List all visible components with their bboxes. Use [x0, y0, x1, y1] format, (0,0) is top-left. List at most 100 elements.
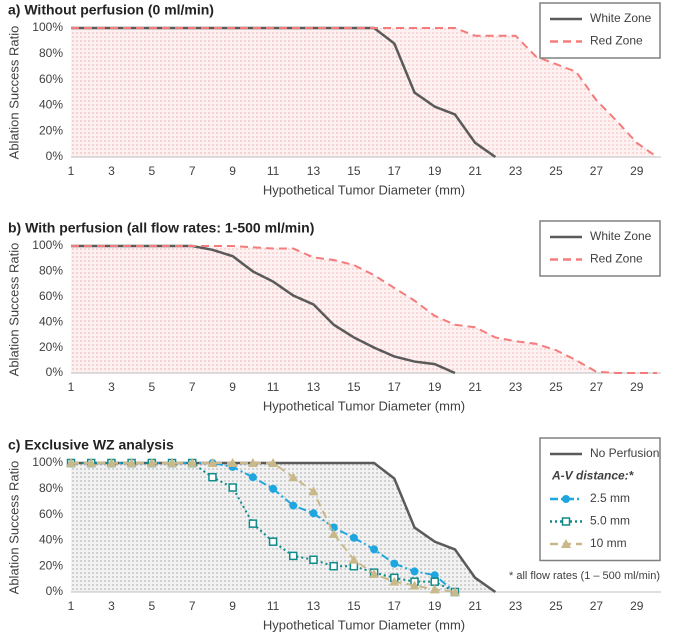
legend-label: Red Zone	[590, 252, 643, 266]
x-tick-label: 25	[549, 164, 563, 178]
x-tick-label: 7	[189, 380, 196, 394]
area	[71, 463, 496, 592]
legend-label: Red Zone	[590, 34, 643, 48]
y-tick-label: 60%	[39, 72, 63, 86]
marker	[449, 587, 460, 596]
marker	[289, 501, 298, 510]
x-tick-label: 13	[307, 380, 321, 394]
x-tick-label: 5	[148, 380, 155, 394]
legend-label: White Zone	[590, 229, 652, 243]
marker	[289, 551, 298, 561]
y-tick-label: 100%	[32, 238, 63, 252]
x-tick-label: 19	[428, 380, 442, 394]
x-tick-label: 17	[388, 380, 402, 394]
marker	[269, 484, 278, 493]
y-tick-label: 0%	[46, 149, 64, 163]
x-tick-label: 23	[509, 380, 523, 394]
x-tick-label: 29	[630, 599, 644, 613]
marker	[309, 509, 318, 518]
y-tick-label: 0%	[46, 584, 64, 598]
y-tick-label: 0%	[46, 365, 64, 379]
x-axis-label: Hypothetical Tumor Diameter (mm)	[263, 398, 465, 413]
y-tick-label: 20%	[39, 340, 63, 354]
x-tick-label: 13	[307, 164, 321, 178]
marker	[126, 458, 137, 467]
annotation: * all flow rates (1 – 500 ml/min)	[509, 570, 660, 582]
marker	[167, 458, 178, 467]
x-tick-label: 1	[68, 599, 75, 613]
x-tick-label: 29	[630, 164, 644, 178]
marker	[410, 567, 419, 576]
marker	[430, 571, 439, 580]
marker	[329, 561, 338, 571]
legend-marker	[561, 517, 571, 526]
marker	[309, 555, 318, 564]
y-tick-label: 40%	[39, 533, 63, 547]
x-tick-label: 21	[468, 164, 482, 178]
marker	[187, 458, 198, 467]
marker	[369, 568, 380, 578]
legend-box	[539, 2, 661, 59]
x-tick-label: 19	[428, 164, 442, 178]
marker	[248, 473, 257, 482]
y-tick-label: 100%	[32, 455, 63, 469]
x-tick-label: 27	[590, 164, 604, 178]
legend-box	[539, 220, 661, 277]
legend-label: 10 mm	[590, 536, 627, 550]
x-tick-label: 3	[108, 380, 115, 394]
x-tick-label: 23	[509, 599, 523, 613]
marker	[86, 458, 97, 467]
y-tick-label: 80%	[39, 46, 63, 60]
x-axis-label: Hypothetical Tumor Diameter (mm)	[263, 617, 465, 632]
x-tick-label: 15	[347, 164, 361, 178]
marker	[227, 458, 238, 467]
marker	[288, 472, 299, 482]
x-tick-label: 9	[229, 380, 236, 394]
y-tick-label: 60%	[39, 507, 63, 521]
marker	[308, 486, 319, 496]
x-tick-label: 9	[229, 164, 236, 178]
legend-box	[539, 437, 661, 562]
x-tick-label: 11	[267, 164, 280, 178]
x-tick-label: 27	[590, 599, 604, 613]
marker	[409, 580, 420, 590]
marker	[268, 537, 278, 546]
x-tick-label: 5	[148, 164, 155, 178]
chart-title: a) Without perfusion (0 ml/min)	[8, 2, 214, 18]
x-tick-label: 11	[267, 380, 280, 394]
x-tick-label: 15	[347, 380, 361, 394]
series-line	[71, 27, 658, 158]
y-tick-label: 40%	[39, 98, 63, 112]
x-tick-label: 21	[468, 599, 482, 613]
marker	[430, 577, 439, 586]
y-axis-label: Ablation Success Ratio	[6, 461, 21, 595]
y-tick-label: 20%	[39, 558, 63, 572]
marker	[146, 458, 157, 467]
x-tick-label: 17	[388, 164, 402, 178]
marker	[349, 533, 358, 542]
legend-label: No Perfusion	[590, 446, 659, 460]
marker	[429, 584, 440, 594]
chart-title: b) With perfusion (all flow rates: 1-500…	[8, 220, 314, 236]
marker	[208, 472, 217, 482]
y-tick-label: 20%	[39, 123, 63, 137]
x-tick-label: 11	[267, 599, 280, 613]
legend-marker	[562, 495, 570, 503]
marker	[268, 458, 279, 467]
x-tick-label: 27	[590, 380, 604, 394]
x-tick-label: 29	[630, 380, 644, 394]
marker	[328, 528, 339, 538]
x-tick-label: 23	[509, 164, 523, 178]
area	[71, 28, 657, 157]
legend-label: White Zone	[590, 11, 652, 25]
x-tick-label: 1	[68, 380, 75, 394]
series-line	[71, 462, 456, 593]
series-line	[71, 245, 657, 374]
x-tick-label: 13	[307, 599, 321, 613]
y-tick-label: 60%	[39, 289, 63, 303]
y-axis-label: Ablation Success Ratio	[6, 26, 21, 160]
x-tick-label: 17	[388, 599, 402, 613]
legend-marker	[561, 539, 571, 548]
x-tick-label: 7	[189, 164, 196, 178]
